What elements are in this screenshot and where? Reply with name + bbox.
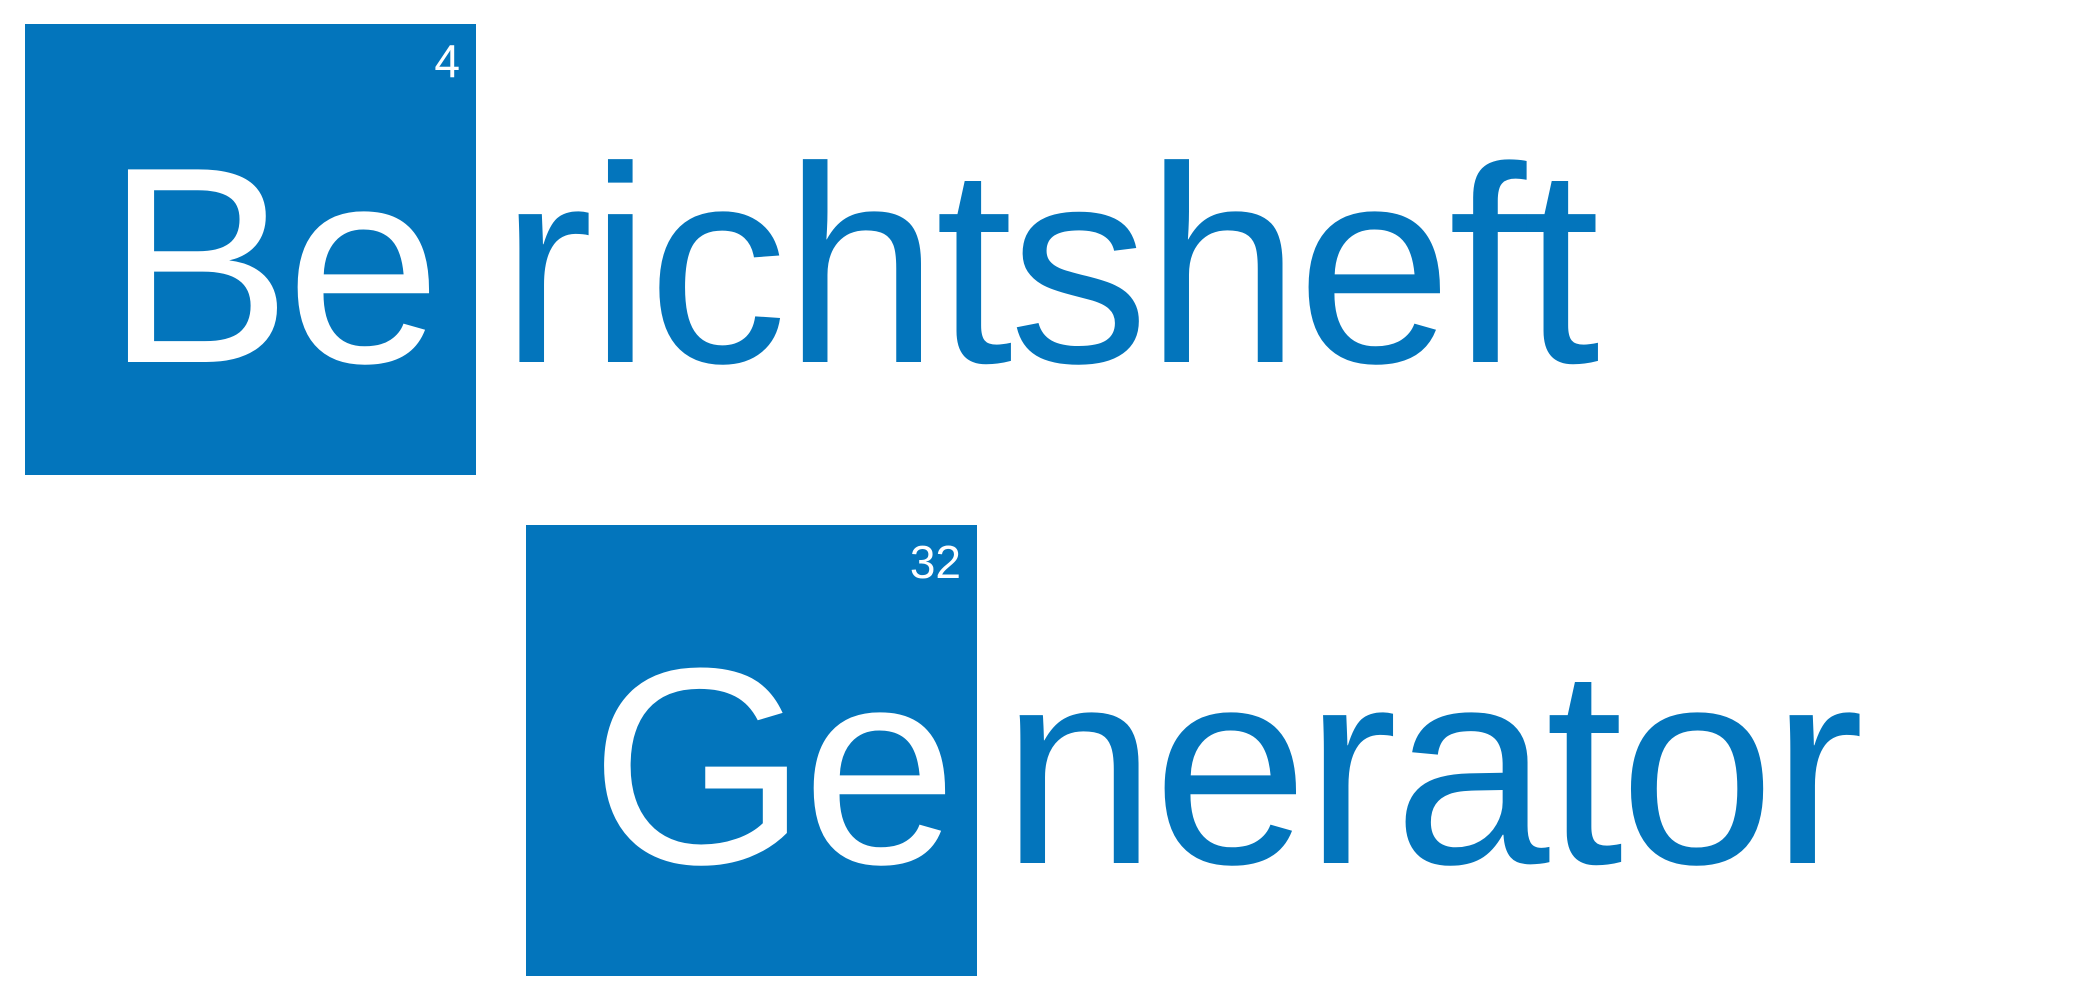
element-symbol-be: Be bbox=[105, 110, 441, 422]
element-tile-ge: 32 Ge bbox=[526, 525, 977, 976]
atomic-number-32: 32 bbox=[909, 536, 961, 588]
element-symbol-ge: Ge bbox=[590, 611, 958, 923]
word-berichtsheft-rest: richtsheft bbox=[500, 110, 1600, 422]
word-generator-rest: nerator bbox=[1001, 611, 1864, 923]
element-tile-be: 4 Be bbox=[25, 24, 476, 475]
atomic-number-4: 4 bbox=[434, 35, 460, 87]
